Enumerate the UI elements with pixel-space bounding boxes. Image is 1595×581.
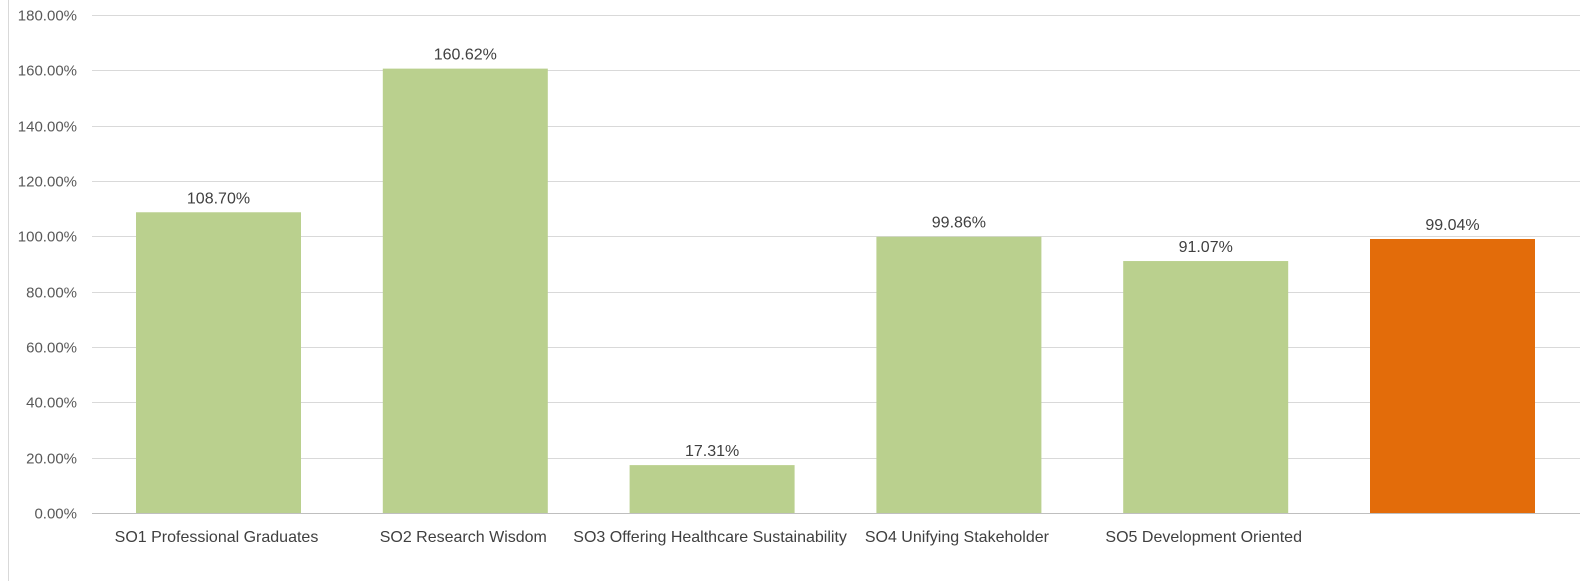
data-label: 17.31% [685,443,739,460]
y-tick-label: 140.00% [18,119,77,136]
category-label: SO5 Development Oriented [1105,529,1302,546]
gridlines [92,15,1580,459]
y-tick-label: 160.00% [18,63,77,80]
y-tick-label: 20.00% [26,451,77,468]
category-label: SO2 Research Wisdom [380,529,547,546]
data-label: 99.86% [932,215,986,232]
bar [1123,261,1289,513]
y-tick-label: 60.00% [26,340,77,357]
y-tick-label: 40.00% [26,395,77,412]
bar [382,68,548,514]
data-label: 99.04% [1425,217,1479,234]
x-axis-labels: SO1 Professional Graduates SO2 Research W… [115,529,1302,546]
category-label: SO1 Professional Graduates [115,529,319,546]
bar [136,212,301,513]
category-label: SO3 Offering Healthcare Sustainability [573,529,847,546]
bar [629,465,795,513]
data-label: 108.70% [187,190,250,207]
category-label: SO4 Unifying Stakeholder [865,529,1050,546]
bars [136,68,1535,514]
y-tick-label: 80.00% [26,285,77,302]
y-tick-label: 100.00% [18,229,77,246]
y-tick-label: 120.00% [18,174,77,191]
bar [876,236,1042,513]
data-label: 160.62% [434,47,497,64]
bar [1370,238,1535,514]
data-label: 91.07% [1179,239,1233,256]
data-labels: 108.70% 160.62% 17.31% 99.86% 91.07% 99.04% [187,47,1480,460]
y-tick-label: 0.00% [34,506,77,523]
y-axis-labels: 0.00% 20.00% 40.00% 60.00% 80.00% 100.00% 120.… [18,8,77,523]
y-tick-label: 180.00% [18,8,77,25]
